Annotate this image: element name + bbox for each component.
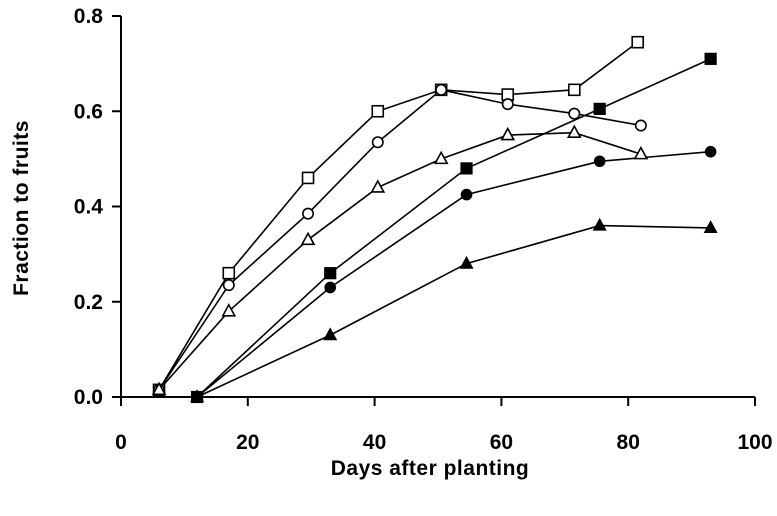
data-point-open-circle <box>634 119 647 132</box>
y-axis-title: Fraction to fruits <box>10 120 33 296</box>
data-point-filled-circle <box>460 188 473 201</box>
x-axis-title: Days after planting <box>331 457 530 480</box>
y-tick-label: 0.6 <box>74 100 103 123</box>
series-lines <box>158 41 711 398</box>
data-point-open-circle <box>302 207 315 220</box>
data-point-open-triangle <box>221 303 237 317</box>
data-point-filled-square <box>324 267 337 280</box>
data-point-open-square <box>222 266 236 280</box>
x-axis-ticks: 0 20 40 60 80 100 <box>115 397 773 454</box>
data-point-open-square <box>301 171 315 185</box>
data-point-open-square <box>568 83 581 97</box>
series-line-filled-triangle <box>196 224 711 398</box>
y-tick-label: 0.4 <box>74 196 104 219</box>
y-tick-label: 0.8 <box>74 5 104 28</box>
x-tick-label: 100 <box>737 431 772 454</box>
y-tick-label: 0.2 <box>74 291 103 314</box>
data-point-filled-triangle <box>323 327 338 341</box>
series-markers <box>151 35 718 404</box>
series-line-open-circle <box>158 88 642 391</box>
x-tick-label: 80 <box>617 431 640 454</box>
data-point-open-circle <box>568 107 581 120</box>
data-point-open-triangle <box>633 145 649 160</box>
data-point-filled-square <box>704 52 717 65</box>
series-line-filled-circle <box>196 150 711 398</box>
data-point-open-triangle <box>300 231 316 246</box>
series-line-open-square <box>158 41 639 391</box>
data-point-filled-circle <box>704 145 717 158</box>
data-point-open-circle <box>435 83 448 96</box>
data-point-filled-triangle <box>703 220 718 234</box>
data-point-open-triangle <box>370 179 386 193</box>
plot-area <box>120 16 755 398</box>
data-point-open-square <box>371 104 385 118</box>
series-line-filled-square <box>196 58 711 398</box>
data-point-filled-triangle <box>190 389 205 403</box>
y-tick-label: 0.0 <box>74 386 103 409</box>
data-point-open-square <box>631 35 645 49</box>
data-point-open-triangle <box>433 150 449 165</box>
data-point-filled-circle <box>324 281 337 294</box>
data-point-open-triangle <box>566 124 582 138</box>
data-point-open-triangle <box>500 126 516 141</box>
data-point-open-triangle <box>151 381 167 396</box>
data-point-filled-triangle <box>459 255 474 269</box>
x-tick-label: 20 <box>236 431 259 454</box>
data-point-filled-square <box>460 162 473 175</box>
x-tick-label: 40 <box>363 431 386 454</box>
data-point-open-circle <box>501 98 514 111</box>
y-axis-ticks: 0.0 0.2 0.4 0.6 0.8 <box>74 5 121 409</box>
data-point-open-circle <box>371 136 384 149</box>
x-tick-label: 0 <box>115 431 127 454</box>
series-line-open-triangle <box>158 131 642 391</box>
data-point-filled-triangle <box>592 217 607 231</box>
data-point-filled-circle <box>593 155 606 168</box>
x-tick-label: 60 <box>490 431 513 454</box>
data-point-filled-square <box>593 102 606 115</box>
data-point-open-circle <box>222 279 235 292</box>
